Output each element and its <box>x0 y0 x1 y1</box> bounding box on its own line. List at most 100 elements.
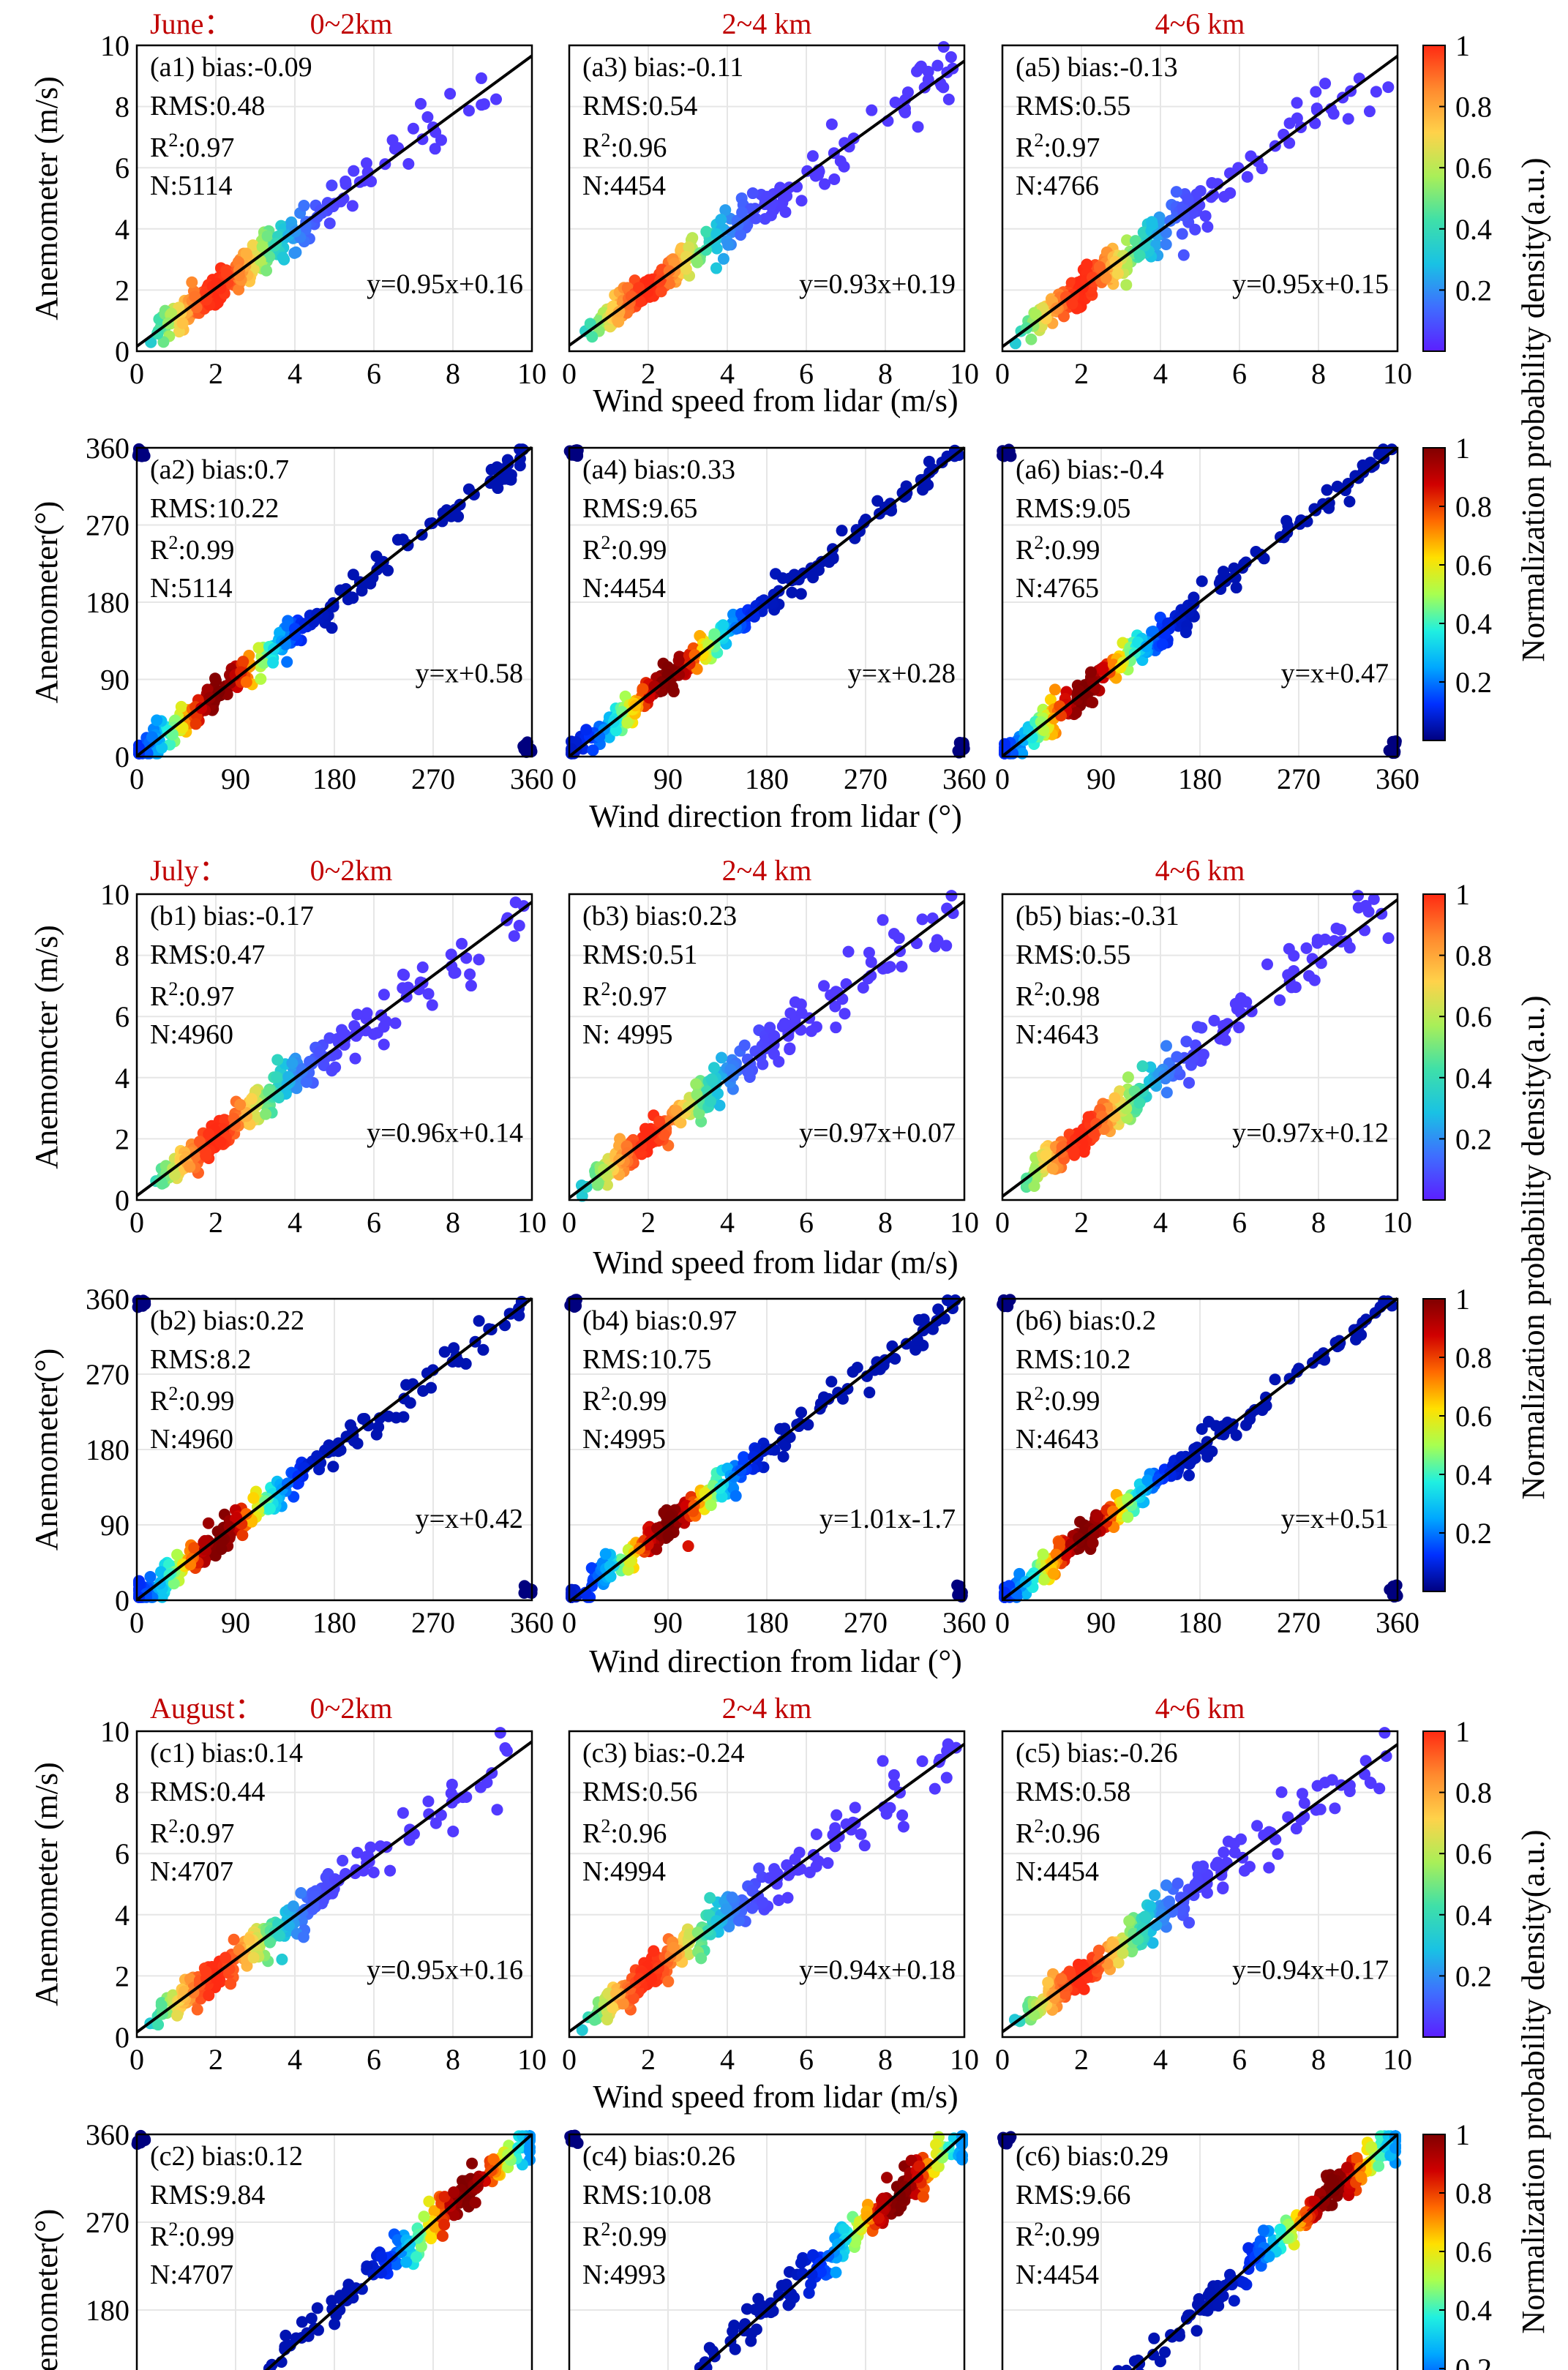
scatter-point <box>473 953 485 966</box>
x-tick-label: 4 <box>288 1206 302 1239</box>
colorbar-tick-label: 1 <box>1455 29 1470 62</box>
colorbar-tick-label: 0.2 <box>1455 1960 1492 1992</box>
scatter-point <box>464 968 476 980</box>
scatter-point <box>347 569 359 581</box>
scatter-point <box>1283 117 1296 130</box>
scatter-point <box>1053 1537 1065 1549</box>
x-tick-label: 4 <box>288 357 302 390</box>
scatter-point <box>491 1804 503 1816</box>
y-tick-label: 4 <box>115 1062 130 1095</box>
colorbar-tick-label: 0.8 <box>1455 1341 1492 1374</box>
axes-frame <box>568 446 966 758</box>
scatter-point <box>1183 1916 1196 1929</box>
scatter-point <box>704 1891 716 1904</box>
scatter-point <box>580 724 593 736</box>
y-axis-label: Anemomcter (m/s) <box>29 925 64 1169</box>
scatter-point <box>1274 994 1286 1006</box>
x-tick-label: 2 <box>209 1206 223 1239</box>
scatter-point <box>448 2186 460 2198</box>
x-tick-label: 270 <box>844 762 888 795</box>
colorbar-gradient <box>1422 1298 1446 1592</box>
scatter-point <box>855 1828 867 1840</box>
colorbar-tick-label: 0.2 <box>1455 1122 1492 1155</box>
y-tick-label: 90 <box>100 1509 130 1542</box>
scatter-point <box>1191 1021 1204 1033</box>
scatter-point <box>805 1025 817 1038</box>
scatter-point <box>260 1108 272 1120</box>
scatter-point <box>1133 250 1146 262</box>
scatter-point <box>945 890 958 902</box>
scatter-point <box>240 247 252 260</box>
colorbar-gradient <box>1422 45 1446 352</box>
rms-label: RMS:9.84 <box>150 2180 265 2210</box>
scatter-point <box>255 672 267 685</box>
scatter-point <box>404 1397 416 1409</box>
scatter-point <box>356 585 368 597</box>
colorbar-tick-label: 0.6 <box>1455 1000 1492 1033</box>
scatter-point <box>237 656 250 668</box>
scatter-point <box>1218 1846 1230 1859</box>
scatter-point <box>386 134 399 146</box>
scatter-point <box>1368 893 1380 905</box>
scatter-point <box>277 251 289 263</box>
n-label: N:4765 <box>1016 573 1099 604</box>
x-tick-label: 90 <box>1087 762 1116 795</box>
scatter-point <box>234 1098 247 1111</box>
colorbar-tick-label: 0.8 <box>1455 940 1492 972</box>
y-tick-label: 2 <box>115 1960 130 1992</box>
x-tick-label: 2 <box>641 1206 656 1239</box>
y-axis-label: Anemometer (m/s) <box>29 76 64 320</box>
scatter-point <box>1109 1092 1121 1104</box>
colorbar: 0.20.40.60.81 <box>1422 29 1492 352</box>
scatter-point <box>422 1795 435 1807</box>
scatter-point <box>716 1051 728 1064</box>
fit-line <box>135 54 533 348</box>
colorbar-tick-label: 1 <box>1455 878 1470 911</box>
x-tick-label: 8 <box>446 357 460 390</box>
scatter-point <box>191 2003 203 2016</box>
fit-equation: y=x+0.42 <box>416 1504 523 1534</box>
scatter-point <box>810 1828 822 1840</box>
r2-label: R2:0.97 <box>150 978 234 1012</box>
fit-equation: y=0.97x+0.07 <box>799 1118 956 1149</box>
scatter-point <box>400 1379 413 1391</box>
scatter-point <box>1373 1782 1386 1795</box>
scatter-point <box>1160 238 1172 250</box>
scatter-point <box>708 1062 720 1074</box>
scatter-point <box>729 1490 742 1502</box>
scatter-point <box>929 1782 941 1795</box>
fit-line <box>1001 55 1399 348</box>
x-tick-label: 10 <box>950 357 979 390</box>
panel-speed: (a3) bias:-0.11RMS:0.54R2:0.96N:4454y=0.… <box>562 41 979 390</box>
r2-label: R2:0.97 <box>150 130 234 163</box>
fit-equation: y=0.96x+0.14 <box>367 1118 523 1149</box>
x-tick-label: 360 <box>510 762 554 795</box>
scatter-point <box>621 716 634 729</box>
scatter-point <box>165 307 178 320</box>
scatter-point <box>1081 258 1093 271</box>
scatter-point <box>494 473 506 486</box>
n-label: N:4643 <box>1016 1424 1099 1455</box>
scatter-point <box>1222 1835 1234 1848</box>
colorbar-gradient <box>1422 447 1446 741</box>
x-tick-label: 4 <box>1153 1206 1168 1239</box>
scatter-point <box>252 642 265 654</box>
y-tick-label: 2 <box>115 1122 130 1155</box>
scatter-point <box>1201 220 1214 233</box>
fit-equation: y=x+0.51 <box>1281 1504 1389 1534</box>
scatter-point <box>896 1809 909 1821</box>
x-tick-label: 2 <box>641 357 656 390</box>
scatter-point <box>260 264 273 277</box>
scatter-point <box>494 1727 506 1739</box>
scatter-point <box>418 2210 430 2223</box>
x-tick-label: 0 <box>562 357 577 390</box>
scatter-point <box>1029 309 1042 321</box>
scatter-point <box>810 1860 822 1872</box>
scatter-point <box>375 2251 388 2263</box>
scatter-point <box>389 1017 402 1030</box>
scatter-point <box>945 51 957 64</box>
r2-label: R2:0.97 <box>150 1815 234 1849</box>
scatter-point <box>397 1807 409 1819</box>
scatter-point <box>144 1570 157 1583</box>
scatter-point <box>889 97 901 109</box>
